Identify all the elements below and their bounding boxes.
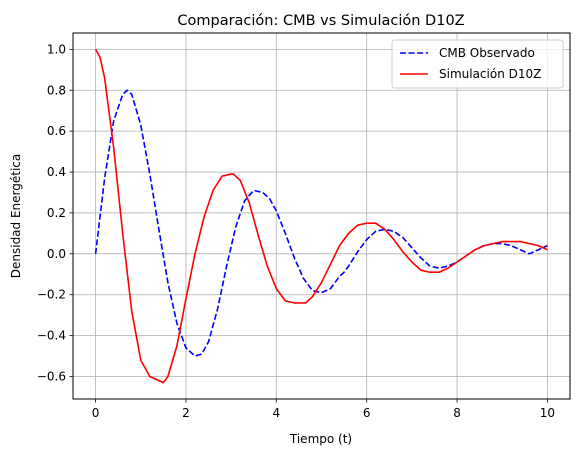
chart-title: Comparación: CMB vs Simulación D10Z <box>177 13 464 29</box>
y-tick-label: 0.0 <box>47 247 66 261</box>
y-axis: −0.6 −0.4 −0.2 0.0 0.2 0.4 0.6 0.8 1.0 <box>37 42 73 384</box>
axes-frame <box>72 32 571 400</box>
legend-label-d10z: Simulación D10Z <box>439 67 541 81</box>
y-tick-label: 0.4 <box>47 165 66 179</box>
x-tick-label: 10 <box>540 406 555 420</box>
legend-label-cmb: CMB Observado <box>439 46 535 60</box>
legend: CMB Observado Simulación D10Z <box>391 39 564 89</box>
grid-lines <box>73 33 570 399</box>
series-layer <box>94 48 548 384</box>
x-tick-label: 4 <box>272 406 280 420</box>
y-tick-label: −0.2 <box>37 288 66 302</box>
x-axis: 0 2 4 6 8 10 <box>92 399 555 420</box>
y-tick-label: 0.6 <box>47 124 66 138</box>
x-axis-label: Tiempo (t) <box>289 432 352 446</box>
x-tick-label: 8 <box>453 406 461 420</box>
y-tick-label: 0.8 <box>47 83 66 97</box>
x-tick-label: 2 <box>182 406 190 420</box>
plot-area <box>94 48 548 384</box>
y-tick-label: −0.4 <box>37 329 66 343</box>
y-tick-label: −0.6 <box>37 370 66 384</box>
y-axis-label: Densidad Energética <box>9 154 23 279</box>
y-tick-label: 1.0 <box>47 42 66 56</box>
x-tick-label: 0 <box>92 406 100 420</box>
x-tick-label: 6 <box>363 406 371 420</box>
series-line-simulacion-d10z <box>94 48 548 384</box>
y-tick-label: 0.2 <box>47 206 66 220</box>
legend-box <box>391 39 564 89</box>
